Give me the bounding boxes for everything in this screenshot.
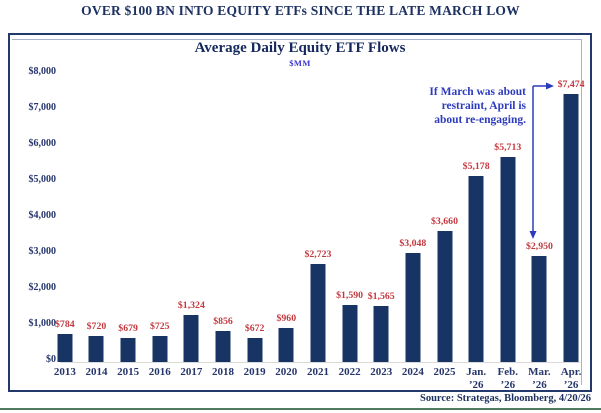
x-axis-label: 2017 [180,366,203,378]
x-axis-label: 2019 [243,366,266,378]
bar [278,328,294,362]
page-title: OVER $100 BN INTO EQUITY ETFs SINCE THE … [81,3,520,18]
bar-slot: $2,950 [524,75,556,362]
chart-title: Average Daily Equity ETF Flows [194,40,406,56]
bar-value-label: $5,713 [494,142,522,153]
bar-slot: $1,324 [176,75,208,362]
bar-value-label: $784 [55,319,75,330]
bar [531,256,547,362]
bar-slot: $1,565 [365,75,397,362]
x-axis-label: 2024 [401,366,424,378]
x-axis-label: 2016 [148,366,171,378]
bar [152,336,168,362]
bar-slot: $784 [49,75,81,362]
bottom-rule [0,408,601,410]
bar-value-label: $2,950 [525,241,553,252]
bar-value-label: $2,723 [304,249,332,260]
bar-value-label: $1,324 [177,300,205,311]
bar-slot: $3,048 [397,75,429,362]
x-axis-label: 2014 [85,366,108,378]
bar [247,338,263,362]
bar [468,176,484,362]
bar-value-label: $856 [213,316,233,327]
bar-slot: $5,178 [460,75,492,362]
annotation-text: If March was about restraint, April is a… [429,86,526,126]
y-axis-label: $4,000 [28,210,57,221]
y-axis-label: $6,000 [28,138,57,149]
bar-slot: $1,590 [334,75,366,362]
x-axis-label: 2023 [370,366,393,378]
bar [57,334,73,362]
bar [342,305,358,362]
x-axis: 2013 2014 2015 2016 2017 2018 2019 2020 2021 2022… [49,366,587,391]
y-axis-label: $2,000 [28,282,57,293]
bar [405,253,421,362]
bar-value-label: $7,474 [557,79,585,90]
x-axis-label: 2013 [53,366,76,378]
bar-slot: $2,723 [302,75,334,362]
chart-subtitle: $MM [289,58,311,68]
chart-frame: Average Daily Equity ETF Flows $MM $0 $1,… [8,33,592,392]
x-axis-label: Mar. ’26 [528,366,551,391]
bar-slot: $3,660 [429,75,461,362]
x-axis-label: Apr. ’26 [560,366,582,391]
bar [563,94,579,362]
bar [120,338,136,362]
y-axis-label: $0 [46,354,56,365]
bar-series: $784 $720 $679 $725 $1,324 $856 $672 $960 $2,723… [49,75,587,362]
bar-slot: $725 [144,75,176,362]
y-axis-label: $5,000 [28,174,57,185]
bar [437,231,452,362]
bar-value-label: $725 [149,321,170,332]
source-note: Source: Strategas, Bloomberg, 4/20/26 [420,393,591,404]
bar-value-label: $5,178 [462,161,490,172]
x-axis-label: 2018 [212,366,235,378]
bar [183,315,199,362]
y-axis-label: $3,000 [28,246,57,257]
bar [88,336,104,362]
bar [373,306,389,362]
bar-value-label: $3,660 [431,216,458,227]
bar [310,264,326,362]
bar-value-label: $720 [86,321,107,332]
bar-slot: $720 [81,75,113,362]
bar-value-label: $1,590 [336,290,364,301]
bar-value-label: $679 [118,323,138,334]
bar-slot: $7,474 [555,75,587,362]
x-axis-line [60,362,580,363]
x-axis-label: 2015 [117,366,140,378]
bar-slot: $856 [207,75,239,362]
x-axis-label: 2025 [433,366,456,378]
bar-value-label: $3,048 [399,238,427,249]
bar-slot: $5,713 [492,75,524,362]
bar-slot: $672 [239,75,271,362]
x-axis-label: 2022 [338,366,361,378]
y-axis-label: $8,000 [28,66,57,77]
y-axis-label: $7,000 [28,102,57,113]
x-axis-label: 2021 [306,366,329,378]
bar-slot: $679 [112,75,144,362]
y-axis-label: $1,000 [28,318,57,329]
bar-slot: $960 [270,75,302,362]
x-axis-label: 2020 [275,366,298,378]
bar [500,157,516,362]
bar-value-label: $1,565 [367,291,395,302]
bar [215,331,231,362]
bar-value-label: $672 [244,323,265,334]
bar-value-label: $960 [276,313,297,324]
x-axis-label: Jan. ’26 [466,366,487,391]
x-axis-label: Feb. ’26 [497,366,519,391]
